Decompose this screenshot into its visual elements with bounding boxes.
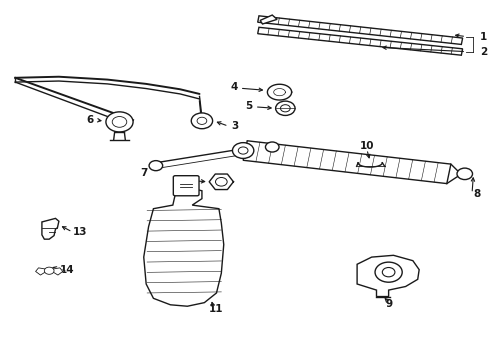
Text: 7: 7: [140, 168, 147, 178]
Polygon shape: [143, 188, 224, 306]
Text: 13: 13: [72, 227, 87, 237]
Circle shape: [374, 262, 401, 282]
Circle shape: [106, 112, 133, 132]
Text: 3: 3: [230, 121, 238, 131]
Text: 2: 2: [479, 46, 486, 57]
Text: 9: 9: [384, 299, 391, 309]
Circle shape: [382, 267, 394, 277]
Circle shape: [280, 105, 289, 112]
Circle shape: [191, 113, 212, 129]
Circle shape: [149, 161, 163, 171]
Text: 14: 14: [60, 265, 75, 275]
Text: 11: 11: [209, 304, 223, 314]
Polygon shape: [257, 16, 462, 44]
Circle shape: [238, 147, 247, 154]
Circle shape: [232, 143, 253, 158]
Polygon shape: [36, 268, 49, 275]
FancyBboxPatch shape: [173, 176, 199, 196]
Circle shape: [265, 142, 279, 152]
Text: 12: 12: [175, 176, 189, 186]
Polygon shape: [49, 268, 62, 275]
Text: 5: 5: [245, 101, 252, 111]
Circle shape: [197, 117, 206, 125]
Polygon shape: [243, 141, 450, 184]
Polygon shape: [356, 255, 418, 297]
Circle shape: [44, 267, 54, 274]
Text: 1: 1: [479, 32, 486, 41]
Text: 4: 4: [230, 82, 238, 93]
Circle shape: [456, 168, 471, 180]
Circle shape: [112, 117, 126, 127]
Text: 10: 10: [359, 141, 373, 151]
Polygon shape: [42, 219, 59, 239]
Text: 8: 8: [472, 189, 480, 199]
Polygon shape: [209, 174, 233, 190]
Circle shape: [215, 177, 227, 186]
Polygon shape: [257, 27, 462, 55]
Polygon shape: [260, 15, 277, 24]
Circle shape: [275, 101, 294, 116]
Text: 6: 6: [86, 115, 94, 125]
Polygon shape: [267, 84, 291, 100]
